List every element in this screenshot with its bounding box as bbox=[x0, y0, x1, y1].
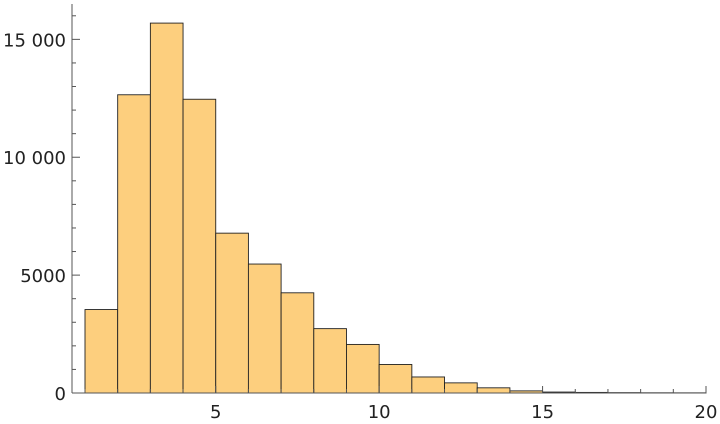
bar-2 bbox=[117, 94, 151, 394]
y-tick-label: 5000 bbox=[20, 266, 66, 287]
bar-3 bbox=[149, 22, 184, 394]
bar-1 bbox=[84, 309, 119, 394]
y-tick-label: 0 bbox=[55, 384, 66, 405]
bar-11 bbox=[411, 376, 445, 394]
bar-13 bbox=[476, 387, 511, 394]
bar-5 bbox=[215, 232, 249, 394]
x-tick-label: 20 bbox=[695, 402, 718, 423]
x-tick-label: 10 bbox=[368, 402, 391, 423]
bar-7 bbox=[280, 292, 315, 394]
x-tick-label: 15 bbox=[531, 402, 554, 423]
bars-group bbox=[84, 22, 707, 394]
x-tick-label: 5 bbox=[210, 402, 221, 423]
bar-8 bbox=[313, 328, 347, 394]
bar-12 bbox=[444, 382, 478, 394]
bar-10 bbox=[378, 364, 413, 394]
y-tick-label: 10 000 bbox=[3, 148, 66, 169]
bar-9 bbox=[346, 343, 380, 394]
bar-6 bbox=[247, 263, 282, 394]
bar-4 bbox=[182, 98, 217, 394]
axes-group: 0 5000 10 000 15 000 5 10 15 20 bbox=[3, 4, 717, 423]
y-tick-label: 15 000 bbox=[3, 30, 66, 51]
